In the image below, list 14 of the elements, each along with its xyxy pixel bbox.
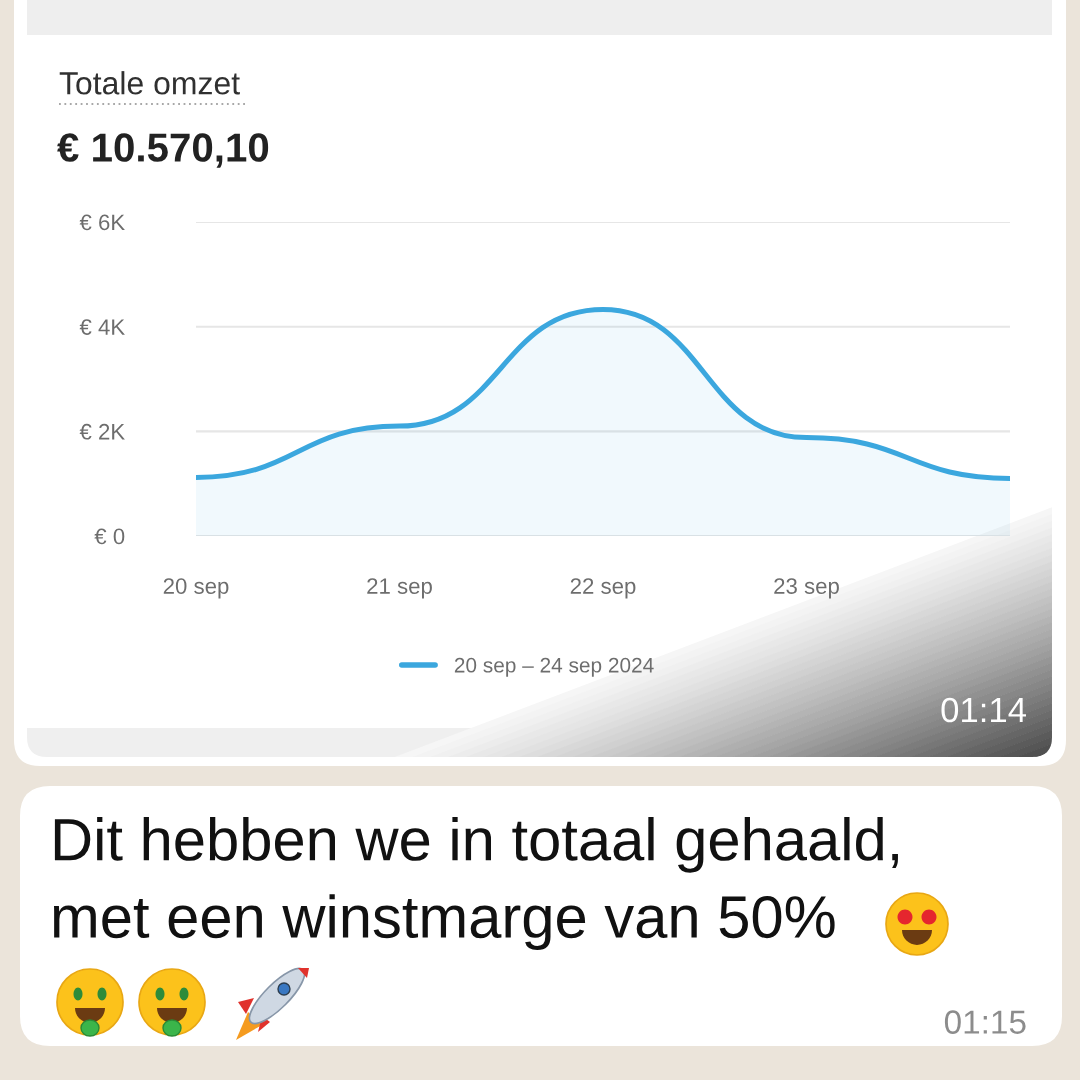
chart-subtitle: € 10.570,10	[57, 133, 269, 168]
chart-title: Totale omzet	[59, 71, 240, 95]
x-tick-label: 21 sep	[367, 578, 432, 599]
text: 01:14	[941, 697, 1026, 723]
y-tick-label: € 4K	[79, 319, 125, 335]
y-tick-label: € 6K	[79, 214, 125, 231]
legend-label: 20 sep – 24 sep 2024	[454, 657, 654, 677]
y-tick-label: € 2K	[79, 423, 125, 440]
text: 01:15	[944, 1010, 1026, 1034]
y-tick-label: € 0	[94, 528, 125, 545]
x-tick-label: 23 sep	[774, 578, 839, 599]
x-tick-label: 20 sep	[163, 578, 229, 599]
x-tick-label: 22 sep	[570, 578, 636, 599]
text: Dit hebben we in totaal gehaald, met een winstmarge van 50%	[53, 817, 898, 950]
